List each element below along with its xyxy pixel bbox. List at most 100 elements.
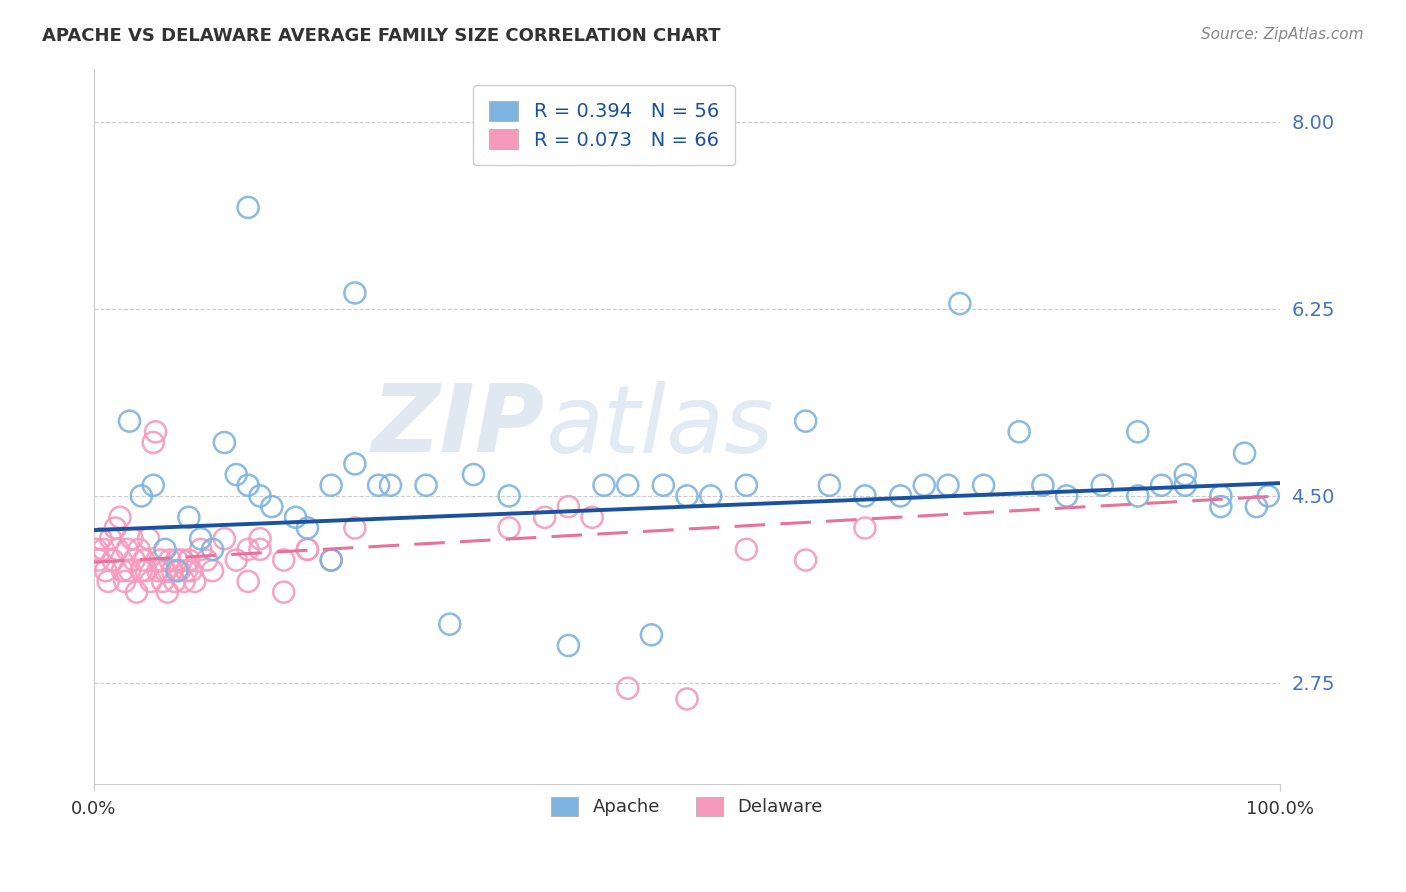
Point	[201, 564, 224, 578]
Point	[84, 542, 107, 557]
Point	[173, 574, 195, 589]
Point	[415, 478, 437, 492]
Point	[145, 425, 167, 439]
Point	[97, 574, 120, 589]
Text: ZIP: ZIP	[371, 381, 544, 473]
Point	[114, 574, 136, 589]
Point	[1246, 500, 1268, 514]
Point	[160, 564, 183, 578]
Point	[166, 564, 188, 578]
Point	[818, 478, 841, 492]
Point	[367, 478, 389, 492]
Point	[273, 553, 295, 567]
Point	[125, 585, 148, 599]
Point	[1174, 467, 1197, 482]
Point	[180, 564, 202, 578]
Point	[794, 553, 817, 567]
Text: atlas: atlas	[544, 381, 773, 472]
Point	[1056, 489, 1078, 503]
Point	[108, 510, 131, 524]
Point	[890, 489, 912, 503]
Point	[152, 574, 174, 589]
Point	[94, 564, 117, 578]
Point	[153, 542, 176, 557]
Point	[581, 510, 603, 524]
Point	[912, 478, 935, 492]
Point	[104, 521, 127, 535]
Point	[652, 478, 675, 492]
Point	[132, 553, 155, 567]
Point	[184, 574, 207, 589]
Point	[111, 564, 134, 578]
Point	[115, 542, 138, 557]
Legend: Apache, Delaware: Apache, Delaware	[543, 789, 832, 825]
Point	[163, 574, 186, 589]
Point	[236, 542, 259, 557]
Point	[156, 585, 179, 599]
Point	[138, 532, 160, 546]
Point	[321, 553, 343, 567]
Point	[142, 478, 165, 492]
Point	[128, 542, 150, 557]
Point	[131, 489, 153, 503]
Point	[1257, 489, 1279, 503]
Point	[236, 478, 259, 492]
Text: Source: ZipAtlas.com: Source: ZipAtlas.com	[1201, 27, 1364, 42]
Point	[118, 414, 141, 428]
Point	[343, 457, 366, 471]
Point	[214, 532, 236, 546]
Point	[249, 489, 271, 503]
Point	[236, 201, 259, 215]
Point	[557, 500, 579, 514]
Point	[1174, 478, 1197, 492]
Point	[135, 564, 157, 578]
Point	[700, 489, 723, 503]
Point	[273, 585, 295, 599]
Point	[176, 564, 198, 578]
Point	[936, 478, 959, 492]
Point	[343, 521, 366, 535]
Point	[1126, 425, 1149, 439]
Point	[794, 414, 817, 428]
Point	[93, 542, 115, 557]
Point	[1126, 489, 1149, 503]
Point	[225, 553, 247, 567]
Point	[139, 574, 162, 589]
Point	[131, 564, 153, 578]
Point	[1032, 478, 1054, 492]
Point	[297, 521, 319, 535]
Point	[214, 435, 236, 450]
Point	[593, 478, 616, 492]
Point	[735, 542, 758, 557]
Point	[90, 532, 112, 546]
Point	[146, 564, 169, 578]
Point	[1008, 425, 1031, 439]
Point	[676, 489, 699, 503]
Point	[557, 639, 579, 653]
Point	[498, 489, 520, 503]
Point	[260, 500, 283, 514]
Point	[735, 478, 758, 492]
Text: APACHE VS DELAWARE AVERAGE FAMILY SIZE CORRELATION CHART: APACHE VS DELAWARE AVERAGE FAMILY SIZE C…	[42, 27, 721, 45]
Point	[236, 574, 259, 589]
Point	[463, 467, 485, 482]
Point	[853, 489, 876, 503]
Point	[853, 521, 876, 535]
Point	[640, 628, 662, 642]
Point	[201, 542, 224, 557]
Point	[533, 510, 555, 524]
Point	[498, 521, 520, 535]
Point	[1233, 446, 1256, 460]
Point	[169, 564, 191, 578]
Point	[249, 532, 271, 546]
Point	[249, 542, 271, 557]
Point	[284, 510, 307, 524]
Point	[1209, 500, 1232, 514]
Point	[87, 553, 110, 567]
Point	[949, 296, 972, 310]
Point	[1091, 478, 1114, 492]
Point	[166, 553, 188, 567]
Point	[118, 564, 141, 578]
Point	[1209, 489, 1232, 503]
Point	[159, 553, 181, 567]
